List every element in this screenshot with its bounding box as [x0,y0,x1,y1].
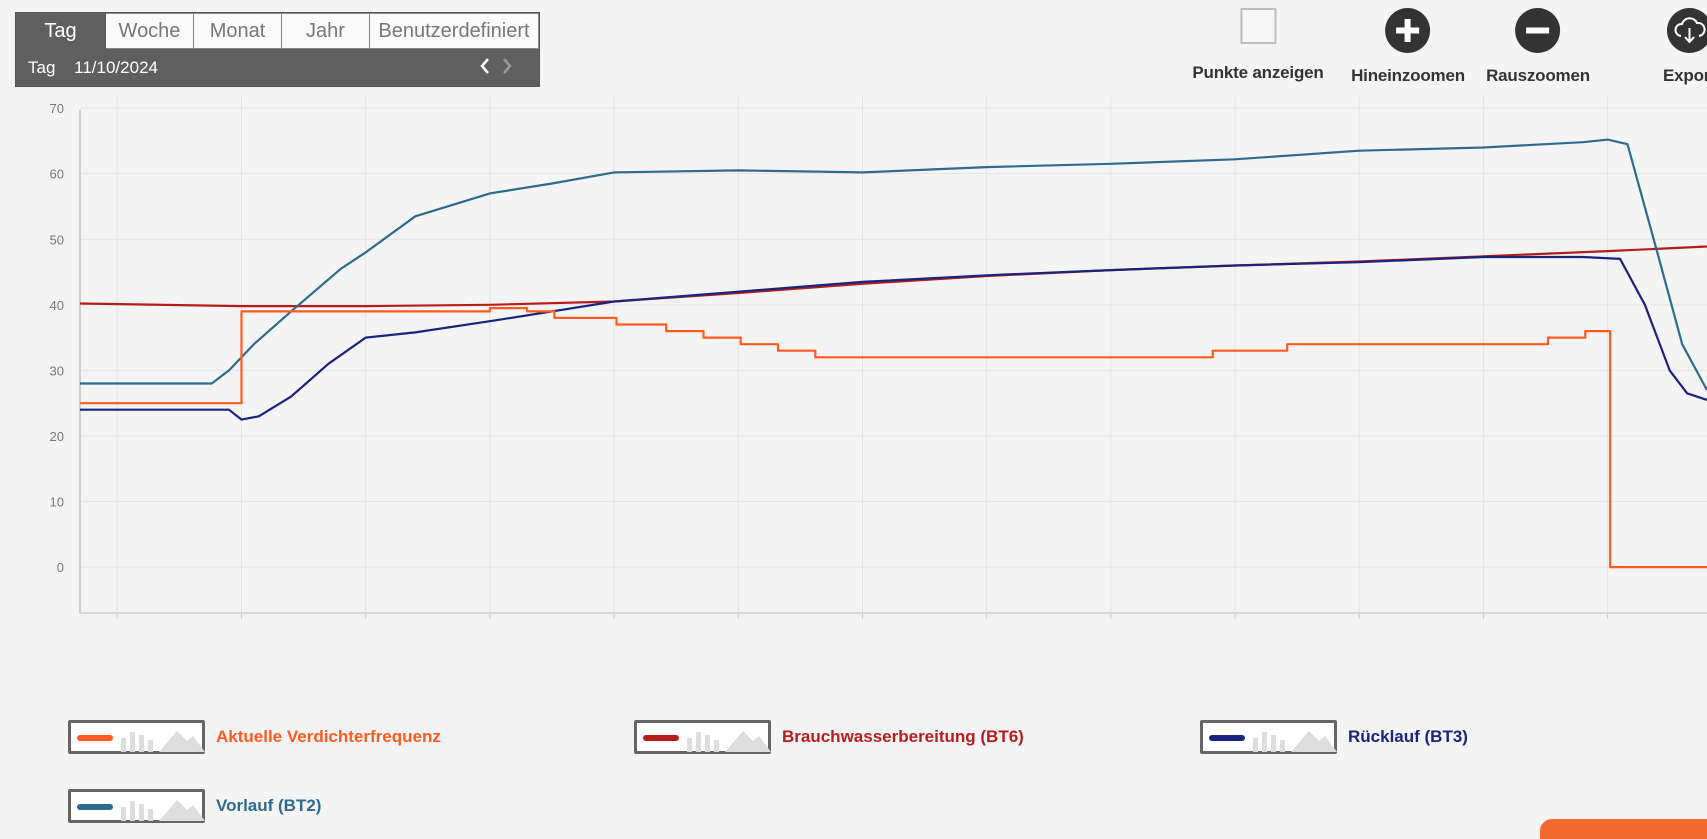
legend-swatch [1209,735,1245,741]
area-chart-icon [159,800,205,821]
zoom-in-label: Hineinzoomen [1351,66,1465,85]
y-tick-label: 0 [57,560,64,575]
legend-swatch [77,735,113,741]
legend-item-verdichterfrequenz[interactable]: Aktuelle Verdichterfrequenz [68,720,441,754]
tab-monat[interactable]: Monat [194,13,282,49]
series-line-3[interactable] [80,138,1707,391]
series-line-0[interactable] [80,307,1707,569]
previous-day-button[interactable] [475,49,495,87]
area-chart-icon [159,731,205,752]
legend-label: Rücklauf (BT3) [1348,727,1468,746]
series [79,138,1707,569]
legend-toggle[interactable] [68,789,205,823]
area-chart-icon [725,731,771,752]
period-selector: Tag Woche Monat Jahr Benutzerdefiniert T… [15,12,540,87]
tab-jahr[interactable]: Jahr [282,13,370,49]
legend-swatch [643,735,679,741]
zoom-out-button[interactable]: Rauszoomen [1486,8,1590,86]
floating-action-tab[interactable] [1540,819,1707,839]
y-tick-label: 60 [50,167,64,182]
minus-icon [1515,8,1561,53]
legend-toggle[interactable] [634,720,771,754]
next-day-button[interactable] [497,49,517,87]
zoom-in-button[interactable]: Hineinzoomen [1351,8,1465,86]
date-value: 11/10/2024 [74,58,158,77]
show-points-toggle[interactable]: Punkte anzeigen [1192,8,1324,83]
bar-chart-icon [121,801,153,821]
cloud-download-icon [1666,8,1707,53]
plus-icon [1385,8,1431,53]
date-row-label: Tag [28,58,56,77]
y-tick-label: 20 [50,429,64,444]
bar-chart-icon [121,732,153,752]
show-points-label: Punkte anzeigen [1192,63,1324,82]
y-tick-label: 30 [50,363,64,378]
axes: 01020304050607006:1006:1506:2006:2506:30… [50,101,1707,619]
area-chart-icon [1291,731,1337,752]
show-points-checkbox[interactable] [1240,8,1276,44]
bar-chart-icon [687,732,719,752]
zoom-out-label: Rauszoomen [1486,66,1590,85]
series-line-2[interactable] [80,255,1707,421]
tab-tag[interactable]: Tag [16,13,106,49]
legend-item-ruecklauf[interactable]: Rücklauf (BT3) [1200,720,1468,754]
legend-toggle[interactable] [1200,720,1337,754]
legend-item-vorlauf[interactable]: Vorlauf (BT2) [68,789,321,823]
y-tick-label: 50 [50,232,64,247]
bar-chart-icon [1253,732,1285,752]
legend-label: Vorlauf (BT2) [216,796,322,815]
legend-toggle[interactable] [68,720,205,754]
legend-label: Aktuelle Verdichterfrequenz [216,727,441,746]
export-label: Export [1663,66,1707,85]
tab-benutzerdefiniert[interactable]: Benutzerdefiniert [370,13,539,49]
export-button[interactable]: Export [1663,8,1707,86]
chevron-left-icon [480,58,489,74]
period-tabs: Tag Woche Monat Jahr Benutzerdefiniert [16,13,539,49]
chevron-right-icon [503,58,512,74]
tab-woche[interactable]: Woche [106,13,194,49]
y-tick-label: 10 [50,495,64,510]
y-tick-label: 40 [50,298,64,313]
legend-swatch [77,804,113,810]
grid [80,95,1707,613]
line-chart: 01020304050607006:1006:1506:2006:2506:30… [50,95,1707,619]
legend-label: Brauchwasserbereitung (BT6) [782,727,1024,746]
date-row: Tag 11/10/2024 [16,49,539,87]
legend-item-brauchwasserbereitung[interactable]: Brauchwasserbereitung (BT6) [634,720,1024,754]
series-line-1[interactable] [79,245,1707,308]
y-tick-label: 70 [50,101,64,116]
